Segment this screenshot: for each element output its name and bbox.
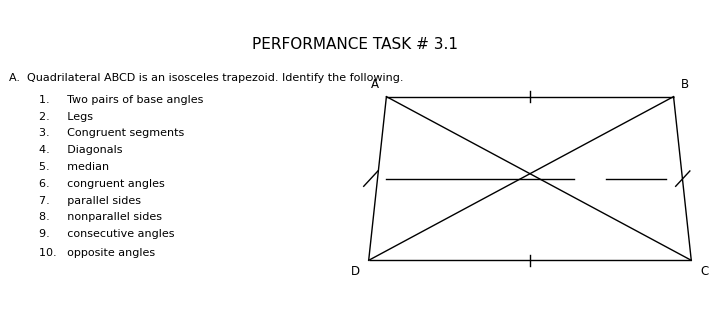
Text: 6.     congruent angles: 6. congruent angles xyxy=(39,179,164,189)
Text: A.  Quadrilateral ABCD is an isosceles trapezoid. Identify the following.: A. Quadrilateral ABCD is an isosceles tr… xyxy=(9,73,403,83)
Text: 1.     Two pairs of base angles: 1. Two pairs of base angles xyxy=(39,95,203,105)
Text: D: D xyxy=(352,265,360,277)
Text: 4.     Diagonals: 4. Diagonals xyxy=(39,145,123,155)
Text: C: C xyxy=(700,265,708,277)
Text: 5.     median: 5. median xyxy=(39,162,109,172)
Text: A: A xyxy=(371,78,379,91)
Text: 8.     nonparallel sides: 8. nonparallel sides xyxy=(39,212,162,222)
Text: 7.     parallel sides: 7. parallel sides xyxy=(39,196,141,206)
Text: 10.   opposite angles: 10. opposite angles xyxy=(39,248,155,258)
Text: B: B xyxy=(681,78,689,91)
Text: PERFORMANCE TASK # 3.1: PERFORMANCE TASK # 3.1 xyxy=(252,37,457,52)
Text: 3.     Congruent segments: 3. Congruent segments xyxy=(39,128,184,138)
Text: 2.     Legs: 2. Legs xyxy=(39,111,93,122)
Text: 9.     consecutive angles: 9. consecutive angles xyxy=(39,229,174,239)
